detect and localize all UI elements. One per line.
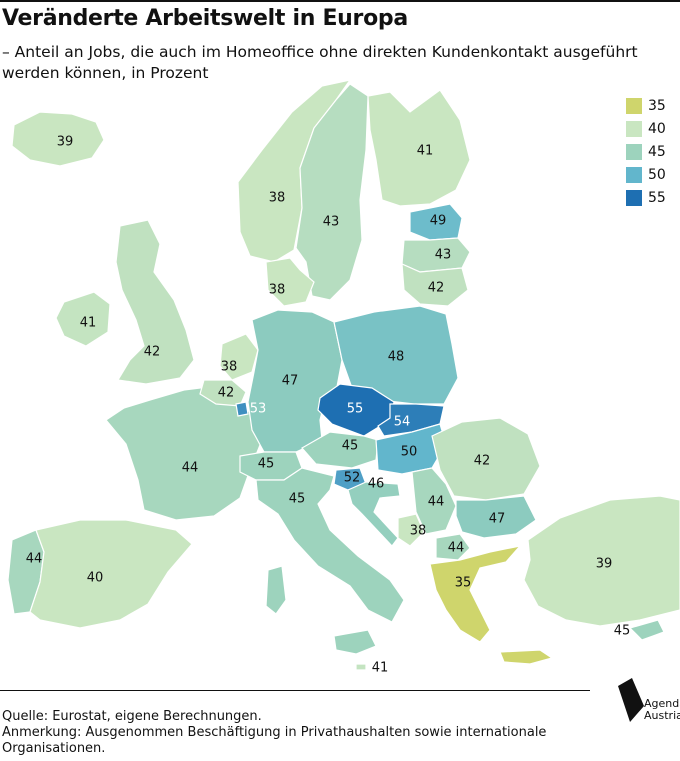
value-label-italy: 45 xyxy=(289,492,306,507)
value-label-austria: 45 xyxy=(342,439,359,454)
region-italy xyxy=(255,467,405,623)
region-malta xyxy=(355,663,367,671)
value-label-montenegro: 38 xyxy=(410,524,427,539)
legend-item: 35 xyxy=(626,94,666,117)
value-label-sweden: 43 xyxy=(323,215,340,230)
region-uk xyxy=(115,219,195,385)
region-romania xyxy=(431,417,541,501)
legend-swatch xyxy=(626,143,642,160)
region-turkey xyxy=(523,495,680,627)
value-label-switzerland: 45 xyxy=(258,457,275,472)
logo-text: Agenda Austria xyxy=(644,698,680,722)
value-label-latvia: 43 xyxy=(435,248,452,263)
region-greece xyxy=(429,545,522,643)
legend-swatch xyxy=(626,97,642,114)
value-label-spain: 40 xyxy=(87,571,104,586)
value-label-luxembourg: 53 xyxy=(250,402,267,417)
legend-label: 55 xyxy=(648,189,666,206)
source-note: Quelle: Eurostat, eigene Berechnungen. xyxy=(2,709,262,724)
value-label-slovenia: 52 xyxy=(344,471,361,486)
value-label-bulgaria: 47 xyxy=(489,512,506,527)
value-label-uk: 42 xyxy=(144,345,161,360)
agenda-austria-logo xyxy=(618,678,644,722)
value-label-estonia: 49 xyxy=(430,214,447,229)
region-iceland xyxy=(11,111,105,167)
value-label-norway: 38 xyxy=(269,191,286,206)
region-netherlands xyxy=(219,333,259,381)
value-label-belgium: 42 xyxy=(218,386,235,401)
legend-item: 55 xyxy=(626,186,666,209)
annotation-note: Anmerkung: Ausgenommen Beschäftigung in … xyxy=(2,725,547,756)
region-bulgaria xyxy=(455,495,537,539)
europe-map: 39 38 43 41 49 43 42 38 41 42 38 42 53 47 48 55 54 45 50 45… xyxy=(7,80,680,676)
page-subtitle: – Anteil an Jobs, die auch im Homeoffice… xyxy=(2,43,638,82)
region-germany xyxy=(247,309,343,453)
legend-label: 35 xyxy=(648,97,666,114)
legend-item: 45 xyxy=(626,140,666,163)
value-label-germany: 47 xyxy=(282,374,299,389)
legend: 35 40 45 50 55 xyxy=(626,94,666,209)
region-finland xyxy=(367,89,471,207)
region-ireland xyxy=(55,291,111,347)
region-denmark xyxy=(265,257,315,307)
legend-swatch xyxy=(626,120,642,137)
value-label-denmark: 38 xyxy=(269,283,286,298)
value-label-turkey: 39 xyxy=(596,557,613,572)
value-label-croatia: 46 xyxy=(368,477,385,492)
value-labels: 39 38 43 41 49 43 42 38 41 42 38 42 53 47 48 55 54 45 50 45… xyxy=(26,135,631,676)
value-label-cyprus: 45 xyxy=(614,624,631,639)
region-poland xyxy=(333,305,459,405)
value-label-greece: 35 xyxy=(455,576,472,591)
legend-swatch xyxy=(626,189,642,206)
logo-line-1: Agenda xyxy=(644,697,680,710)
value-label-poland: 48 xyxy=(388,350,405,365)
value-label-slovakia: 54 xyxy=(394,415,411,430)
value-label-czechia: 55 xyxy=(347,402,364,417)
region-spain xyxy=(29,519,193,629)
legend-item: 50 xyxy=(626,163,666,186)
region-north-macedonia xyxy=(435,533,471,561)
value-label-north-macedonia: 44 xyxy=(448,541,465,556)
value-label-serbia: 44 xyxy=(428,495,445,510)
legend-label: 40 xyxy=(648,120,666,137)
region-sicily xyxy=(333,629,377,655)
region-cyprus xyxy=(628,619,665,641)
logo-line-2: Austria xyxy=(644,709,680,722)
value-label-hungary: 50 xyxy=(401,445,418,460)
region-lithuania xyxy=(401,263,469,307)
page-title: Veränderte Arbeitswelt in Europa xyxy=(2,6,408,31)
value-label-finland: 41 xyxy=(417,144,434,159)
value-label-france: 44 xyxy=(182,461,199,476)
legend-swatch xyxy=(626,166,642,183)
region-crete xyxy=(499,649,554,665)
value-label-lithuania: 42 xyxy=(428,281,445,296)
value-label-netherlands: 38 xyxy=(221,360,238,375)
value-label-malta: 41 xyxy=(372,661,389,676)
value-label-romania: 42 xyxy=(474,454,491,469)
legend-label: 50 xyxy=(648,166,666,183)
top-rule xyxy=(0,0,680,2)
footer-rule xyxy=(0,690,590,691)
region-sweden xyxy=(295,83,369,301)
region-croatia xyxy=(347,481,401,547)
region-montenegro xyxy=(397,513,425,547)
region-sardinia xyxy=(265,565,287,615)
legend-label: 45 xyxy=(648,143,666,160)
region-luxembourg xyxy=(235,401,249,417)
legend-item: 40 xyxy=(626,117,666,140)
value-label-iceland: 39 xyxy=(57,135,74,150)
value-label-portugal: 44 xyxy=(26,552,43,567)
region-serbia xyxy=(411,467,457,535)
value-label-ireland: 41 xyxy=(80,316,97,331)
